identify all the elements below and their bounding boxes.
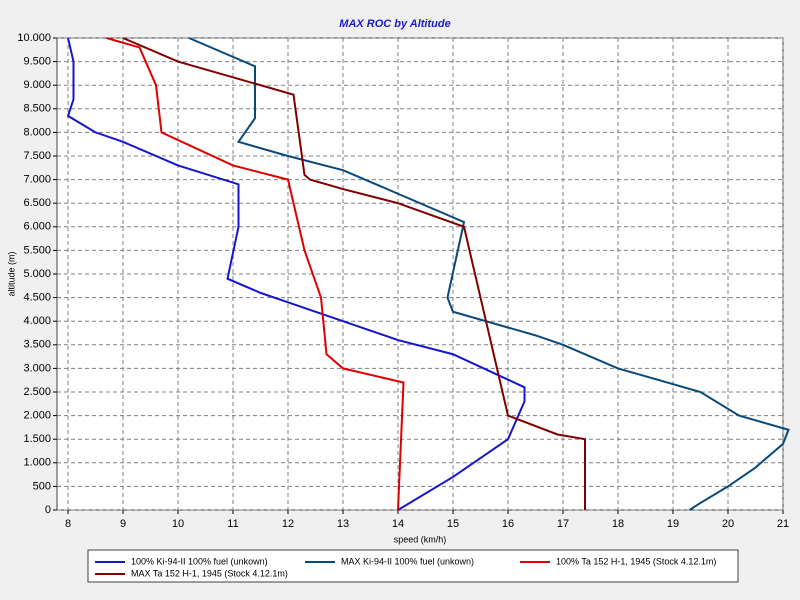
legend-label: MAX Ki-94-II 100% fuel (unkown) [341, 556, 474, 566]
x-tick-label: 16 [502, 518, 514, 530]
y-axis-label: altitude (m) [6, 251, 16, 296]
x-tick-label: 14 [392, 518, 404, 530]
y-tick-label: 1.000 [23, 457, 51, 469]
x-tick-label: 9 [120, 518, 126, 530]
y-tick-label: 10.000 [17, 32, 51, 44]
y-tick-label: 7.500 [23, 150, 51, 162]
series-line [66, 37, 526, 511]
x-tick-label: 10 [172, 518, 184, 530]
y-tick-label: 4.500 [23, 292, 51, 304]
y-tick-label: 2.000 [23, 410, 51, 422]
x-tick-label: 20 [722, 518, 734, 530]
y-tick-label: 5.500 [23, 244, 51, 256]
y-tick-label: 9.000 [23, 79, 51, 91]
legend-label: MAX Ta 152 H-1, 1945 (Stock 4.12.1m) [131, 568, 288, 578]
y-tick-label: 4.000 [23, 315, 51, 327]
x-tick-label: 19 [667, 518, 679, 530]
x-tick-label: 21 [777, 518, 789, 530]
y-tick-label: 2.500 [23, 386, 51, 398]
legend-label: 100% Ta 152 H-1, 1945 (Stock 4.12.1m) [556, 556, 716, 566]
series-line [122, 37, 586, 510]
chart-title: MAX ROC by Altitude [339, 18, 450, 30]
x-tick-label: 11 [227, 518, 238, 530]
legend [87, 549, 739, 583]
y-tick-label: 5.000 [23, 268, 51, 280]
series-line [188, 37, 790, 511]
x-axis-label: speed (km/h) [394, 534, 447, 544]
y-tick-label: 6.500 [23, 197, 51, 209]
y-tick-label: 1.500 [23, 433, 51, 445]
x-tick-label: 12 [282, 518, 294, 530]
y-tick-label: 9.500 [23, 56, 51, 68]
x-tick-label: 18 [612, 518, 624, 530]
y-tick-label: 8.500 [23, 103, 51, 115]
y-tick-label: 6.000 [23, 221, 51, 233]
legend-label: 100% Ki-94-II 100% fuel (unkown) [131, 556, 268, 566]
x-tick-label: 17 [557, 518, 569, 530]
y-tick-label: 3.500 [23, 339, 51, 351]
y-tick-label: 7.000 [23, 174, 51, 186]
y-tick-label: 3.000 [23, 362, 51, 374]
series-line [106, 37, 405, 511]
y-tick-label: 8.000 [23, 126, 51, 138]
x-tick-label: 8 [65, 518, 71, 530]
y-tick-label: 0 [45, 504, 51, 516]
x-tick-label: 15 [447, 518, 459, 530]
y-tick-label: 500 [33, 480, 51, 492]
x-tick-label: 13 [337, 518, 349, 530]
